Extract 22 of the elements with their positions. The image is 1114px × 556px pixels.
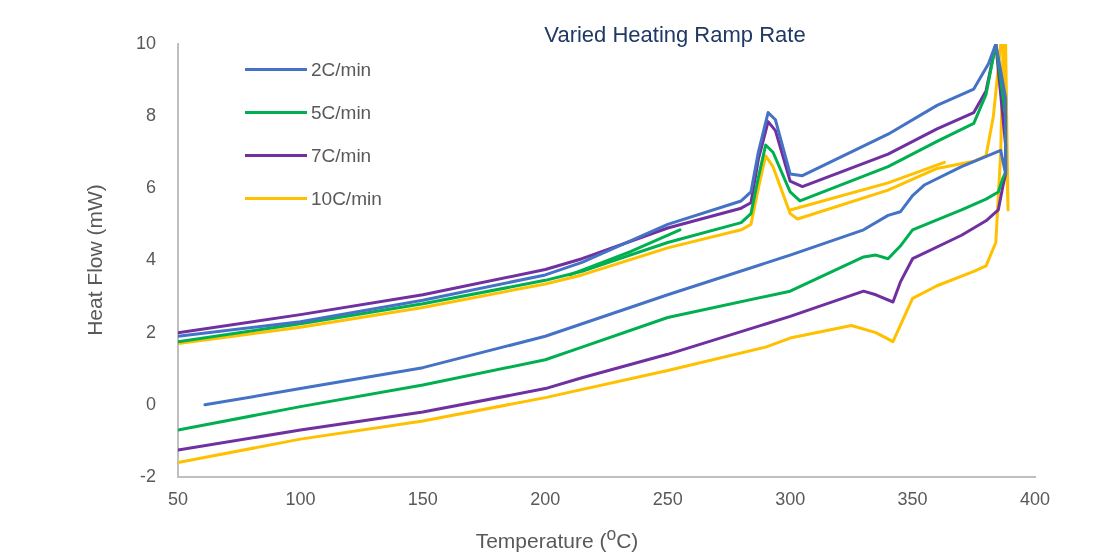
y-tick-label: 2 bbox=[145, 321, 156, 342]
y-tick-label: 10 bbox=[135, 32, 156, 53]
y-tick-label: 8 bbox=[145, 105, 156, 126]
x-tick-label: 300 bbox=[775, 488, 806, 509]
x-tick-label: 50 bbox=[167, 488, 189, 509]
x-tick-label: 400 bbox=[1019, 488, 1051, 509]
legend-label: 10C/min bbox=[311, 187, 382, 210]
x-tick-label: 350 bbox=[897, 488, 928, 509]
y-tick-label: -2 bbox=[139, 465, 156, 486]
legend-label: 5C/min bbox=[311, 101, 372, 124]
legend-label: 2C/min bbox=[311, 58, 372, 81]
y-tick-label: 0 bbox=[145, 393, 156, 414]
y-tick-label: 6 bbox=[145, 177, 156, 198]
legend-label: 7C/min bbox=[311, 144, 372, 167]
x-tick-label: 100 bbox=[285, 488, 316, 509]
x-axis-title: Temperature ($^{o}$C) bbox=[475, 524, 639, 553]
chart-title: Varied Heating Ramp Rate bbox=[544, 22, 806, 48]
y-tick-label: 4 bbox=[145, 249, 156, 270]
x-tick-label: 250 bbox=[652, 488, 683, 509]
x-tick-label: 150 bbox=[407, 488, 438, 509]
y-axis-title: Heat Flow (mW) bbox=[83, 184, 107, 336]
x-tick-label: 200 bbox=[530, 488, 561, 509]
